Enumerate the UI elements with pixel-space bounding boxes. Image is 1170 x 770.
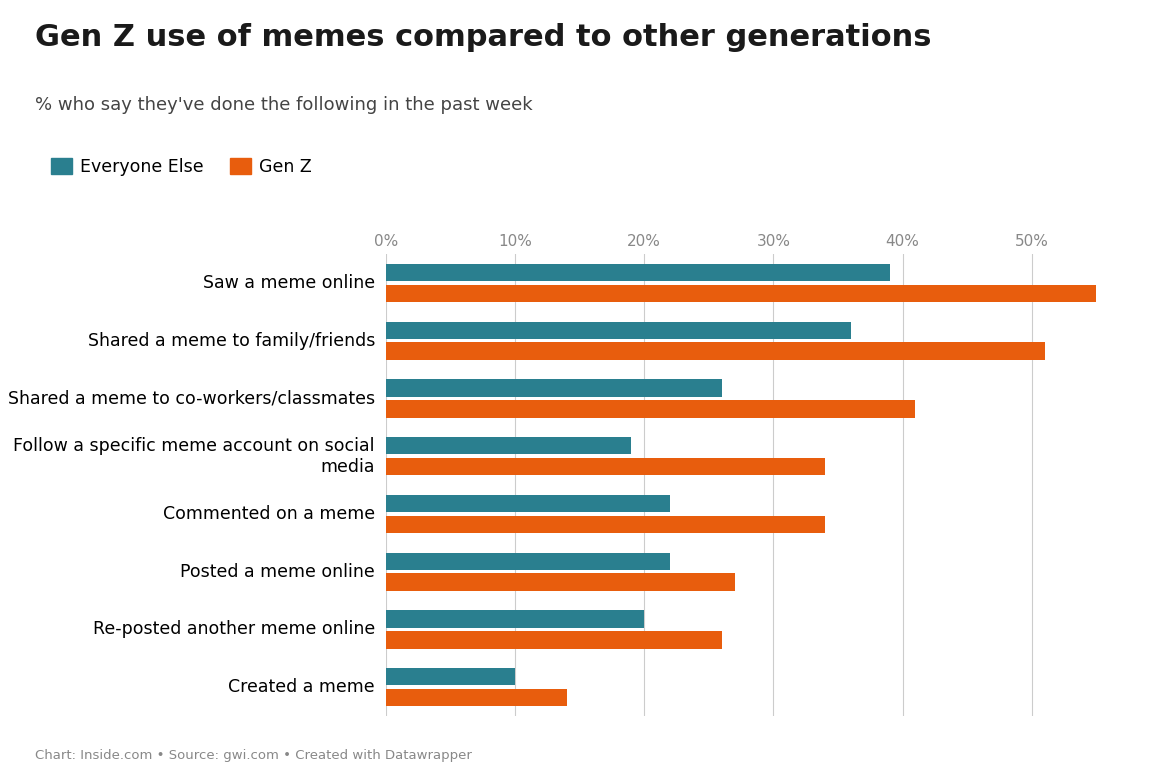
Bar [386, 322, 851, 339]
Text: % who say they've done the following in the past week: % who say they've done the following in … [35, 96, 532, 114]
Bar [386, 689, 566, 706]
Bar [386, 400, 915, 417]
Bar [386, 516, 825, 533]
Bar [386, 343, 1045, 360]
Bar [386, 631, 722, 648]
Legend: Everyone Else, Gen Z: Everyone Else, Gen Z [43, 151, 319, 183]
Bar [386, 285, 1096, 302]
Bar [386, 668, 515, 685]
Bar [386, 458, 825, 475]
Bar [386, 437, 632, 454]
Bar [386, 264, 889, 281]
Bar [386, 553, 670, 570]
Text: Gen Z use of memes compared to other generations: Gen Z use of memes compared to other gen… [35, 23, 931, 52]
Text: Chart: Inside.com • Source: gwi.com • Created with Datawrapper: Chart: Inside.com • Source: gwi.com • Cr… [35, 749, 472, 762]
Bar [386, 611, 645, 628]
Bar [386, 495, 670, 512]
Bar [386, 380, 722, 397]
Bar [386, 574, 735, 591]
